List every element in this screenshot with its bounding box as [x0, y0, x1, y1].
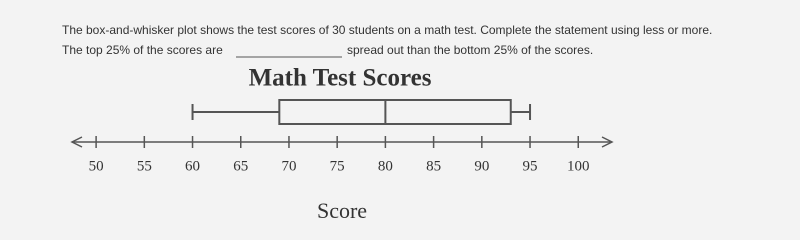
x-axis-label: Score — [317, 198, 367, 223]
question-line: The top 25% of the scores are — [62, 43, 223, 57]
x-tick-label: 50 — [89, 158, 104, 174]
x-tick-label: 65 — [233, 158, 248, 174]
x-tick-label: 85 — [426, 158, 441, 174]
x-tick-label: 75 — [330, 158, 345, 174]
axis-arrow — [601, 136, 614, 148]
x-tick-label: 90 — [474, 158, 489, 174]
x-tick-label: 95 — [523, 158, 538, 174]
axis-arrow — [70, 136, 83, 148]
x-tick-label: 60 — [185, 158, 200, 174]
question-line: spread out than the bottom 25% of the sc… — [347, 43, 593, 57]
chart-title: Math Test Scores — [249, 65, 432, 92]
question-line: The box-and-whisker plot shows the test … — [62, 23, 712, 37]
x-tick-label: 55 — [137, 158, 152, 174]
x-tick-label: 80 — [378, 158, 393, 174]
box — [278, 99, 512, 125]
x-tick-label: 70 — [281, 158, 296, 174]
x-tick-label: 100 — [567, 158, 590, 174]
